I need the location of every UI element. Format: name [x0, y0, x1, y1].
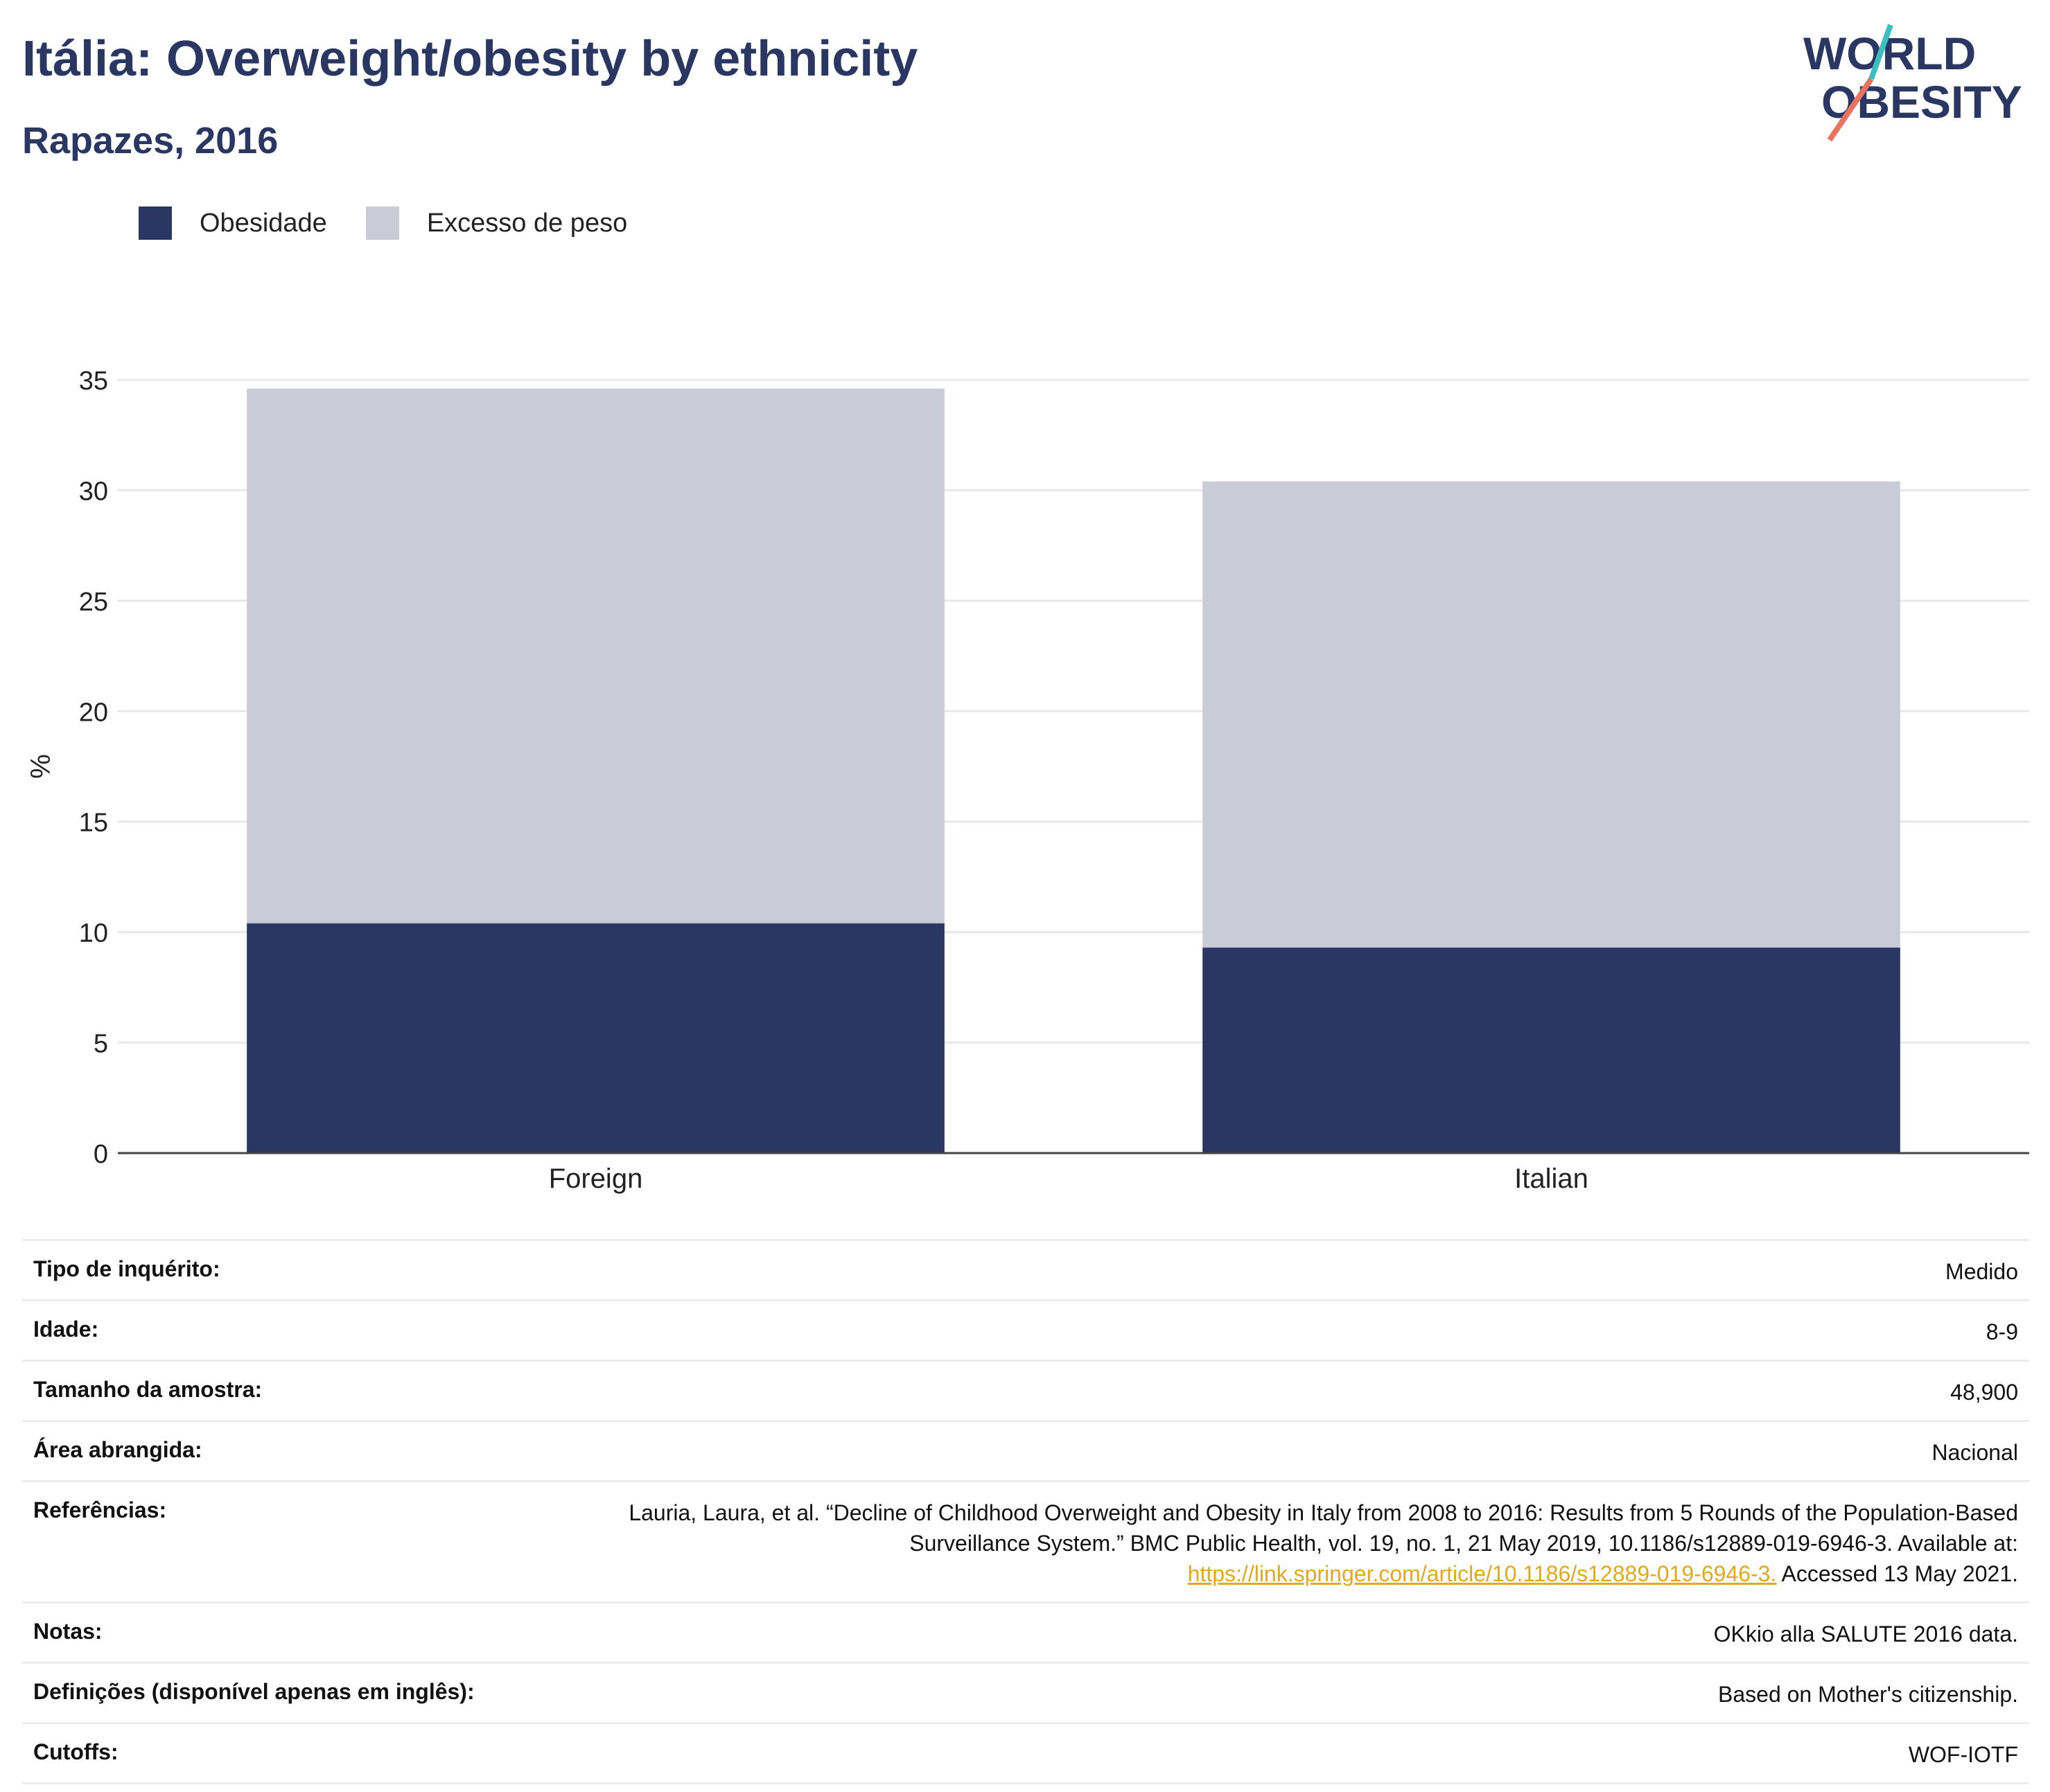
bar-overweight	[247, 388, 945, 924]
reference-citation: Lauria, Laura, et al. “Decline of Childh…	[629, 1500, 2018, 1556]
meta-row-definitions: Definições (disponível apenas em inglês)…	[22, 1662, 2029, 1722]
meta-row-area: Área abrangida: Nacional	[22, 1420, 2029, 1480]
meta-value: 8-9	[1986, 1319, 2018, 1344]
meta-label: Tipo de inquérito:	[33, 1256, 220, 1281]
meta-label: Área abrangida:	[33, 1437, 202, 1462]
y-tick-label: 35	[79, 367, 108, 396]
meta-label: Cutoffs:	[33, 1739, 119, 1764]
bar-overweight	[1202, 481, 1900, 948]
meta-value: 48,900	[1950, 1380, 2018, 1405]
y-axis-title: %	[26, 754, 56, 779]
meta-row-cutoffs: Cutoffs: WOF-IOTF	[22, 1722, 2029, 1784]
meta-value: Based on Mother's citizenship.	[1718, 1682, 2018, 1707]
meta-row-references: Referências: Lauria, Laura, et al. “Decl…	[22, 1480, 2029, 1601]
y-tick-label: 30	[79, 477, 108, 506]
x-tick-label: Italian	[1514, 1163, 1588, 1194]
meta-label: Idade:	[33, 1317, 99, 1342]
reference-text: Lauria, Laura, et al. “Decline of Childh…	[507, 1497, 2018, 1589]
meta-label: Referências:	[33, 1497, 167, 1522]
stacked-bar-chart: 0 5 10 15 20 25 30 35% Foreign Italian	[26, 367, 2029, 1194]
meta-row-sample-size: Tamanho da amostra: 48,900	[22, 1360, 2029, 1420]
y-tick-label: 5	[94, 1030, 108, 1059]
x-tick-label: Foreign	[549, 1163, 643, 1194]
y-tick-label: 10	[79, 919, 108, 948]
meta-label: Notas:	[33, 1619, 103, 1644]
legend-item-obesity[interactable]: Obesidade	[139, 207, 327, 240]
meta-row-age: Idade: 8-9	[22, 1299, 2029, 1360]
chart-legend: Obesidade Excesso de peso	[139, 207, 666, 240]
logo-line-1: WORLD	[1803, 28, 1976, 79]
logo-slash-teal	[1868, 24, 1893, 80]
y-tick-label: 25	[79, 588, 108, 617]
page-subtitle: Rapazes, 2016	[22, 120, 279, 161]
logo-line-2: OBESITY	[1821, 76, 2022, 128]
meta-value: Medido	[1945, 1259, 2018, 1284]
survey-metadata-table: Tipo de inquérito: Medido Idade: 8-9 Tam…	[22, 1239, 2029, 1784]
legend-label-obesity: Obesidade	[200, 208, 327, 238]
y-tick-label: 0	[94, 1140, 108, 1169]
y-tick-label: 20	[79, 698, 108, 727]
meta-row-survey-type: Tipo de inquérito: Medido	[22, 1239, 2029, 1299]
legend-swatch-overweight	[365, 207, 399, 240]
meta-value: OKkio alla SALUTE 2016 data.	[1713, 1622, 2018, 1646]
meta-row-notes: Notas: OKkio alla SALUTE 2016 data.	[22, 1601, 2029, 1662]
meta-label: Tamanho da amostra:	[33, 1377, 263, 1402]
legend-swatch-obesity	[139, 207, 172, 240]
legend-item-overweight[interactable]: Excesso de peso	[365, 207, 628, 240]
reference-link[interactable]: https://link.springer.com/article/10.118…	[1187, 1561, 1777, 1586]
meta-label: Definições (disponível apenas em inglês)…	[33, 1679, 475, 1704]
reference-accessed: Accessed 13 May 2021.	[1781, 1561, 2018, 1586]
page-title: Itália: Overweight/obesity by ethnicity	[22, 31, 918, 87]
logo-slash-coral	[1827, 77, 1874, 142]
y-tick-label: 15	[79, 809, 108, 838]
meta-value: Nacional	[1931, 1440, 2018, 1465]
bar-obesity	[1202, 947, 1900, 1153]
bar-obesity	[247, 923, 945, 1153]
world-obesity-logo: WORLD OBESITY	[1803, 24, 2022, 142]
meta-value: WOF-IOTF	[1908, 1742, 2018, 1767]
legend-label-overweight: Excesso de peso	[426, 208, 628, 238]
